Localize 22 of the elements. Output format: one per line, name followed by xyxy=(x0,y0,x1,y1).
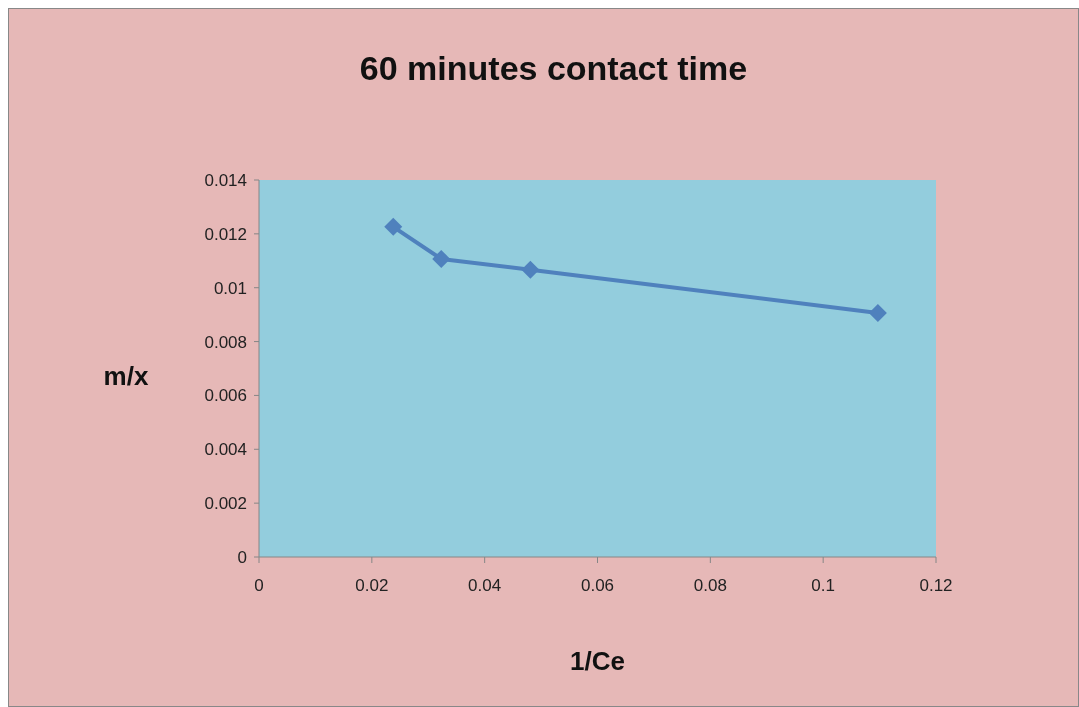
y-tick-label: 0.004 xyxy=(204,440,247,460)
point xyxy=(432,249,451,268)
y-tick-label: 0.014 xyxy=(204,170,247,190)
x-tick-label: 0.02 xyxy=(355,576,389,595)
x-tick-label: 0 xyxy=(254,576,264,595)
chart-title: 60 minutes contact time xyxy=(359,49,748,87)
point xyxy=(868,304,887,323)
point xyxy=(521,260,540,279)
y-tick-label: 0.01 xyxy=(213,278,247,298)
x-tick-label: 0.04 xyxy=(468,576,502,595)
y-tick-label: 0.006 xyxy=(204,386,247,406)
x-tick-label: 0.12 xyxy=(919,576,953,595)
y-tick-label: 0.002 xyxy=(204,494,247,514)
y-tick-label: 0.008 xyxy=(204,332,247,352)
x-tick-label: 0.1 xyxy=(811,576,835,595)
x-tick-label: 0.08 xyxy=(693,576,727,595)
x-tick-label: 0.06 xyxy=(580,576,615,595)
y-axis-title: m/x xyxy=(103,361,149,391)
point xyxy=(384,217,403,236)
y-tick-label: 0.012 xyxy=(204,224,247,244)
x-axis-title: 1/Ce xyxy=(570,646,625,676)
y-tick-label: 0 xyxy=(237,547,247,567)
